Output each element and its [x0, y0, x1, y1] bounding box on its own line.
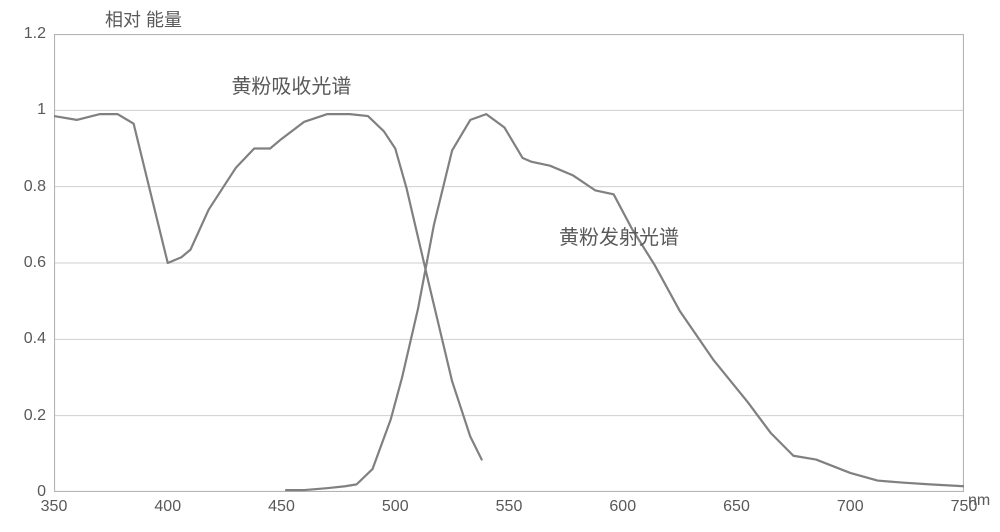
series-label-absorption: 黄粉吸收光谱 [231, 70, 351, 99]
y-tick-label: 0.8 [6, 178, 46, 196]
x-tick-label: 600 [603, 498, 643, 516]
y-tick-label: 1.2 [6, 25, 46, 43]
chart-svg [54, 34, 964, 492]
x-tick-label: 750 [944, 498, 984, 516]
x-tick-label: 550 [489, 498, 529, 516]
x-tick-label: 450 [262, 498, 302, 516]
chart-container: 相对 能量 nm 00.20.40.60.811.235040045050055… [0, 0, 1000, 532]
x-tick-label: 350 [34, 498, 74, 516]
y-tick-label: 0.6 [6, 254, 46, 272]
chart-title: 相对 能量 [105, 6, 182, 32]
x-tick-label: 400 [148, 498, 188, 516]
y-tick-label: 0.2 [6, 407, 46, 425]
plot-area [54, 34, 964, 492]
x-tick-label: 500 [375, 498, 415, 516]
x-tick-label: 700 [830, 498, 870, 516]
y-tick-label: 0.4 [6, 330, 46, 348]
y-tick-label: 1 [6, 101, 46, 119]
series-label-emission: 黄粉发射光谱 [559, 221, 679, 250]
x-tick-label: 650 [717, 498, 757, 516]
